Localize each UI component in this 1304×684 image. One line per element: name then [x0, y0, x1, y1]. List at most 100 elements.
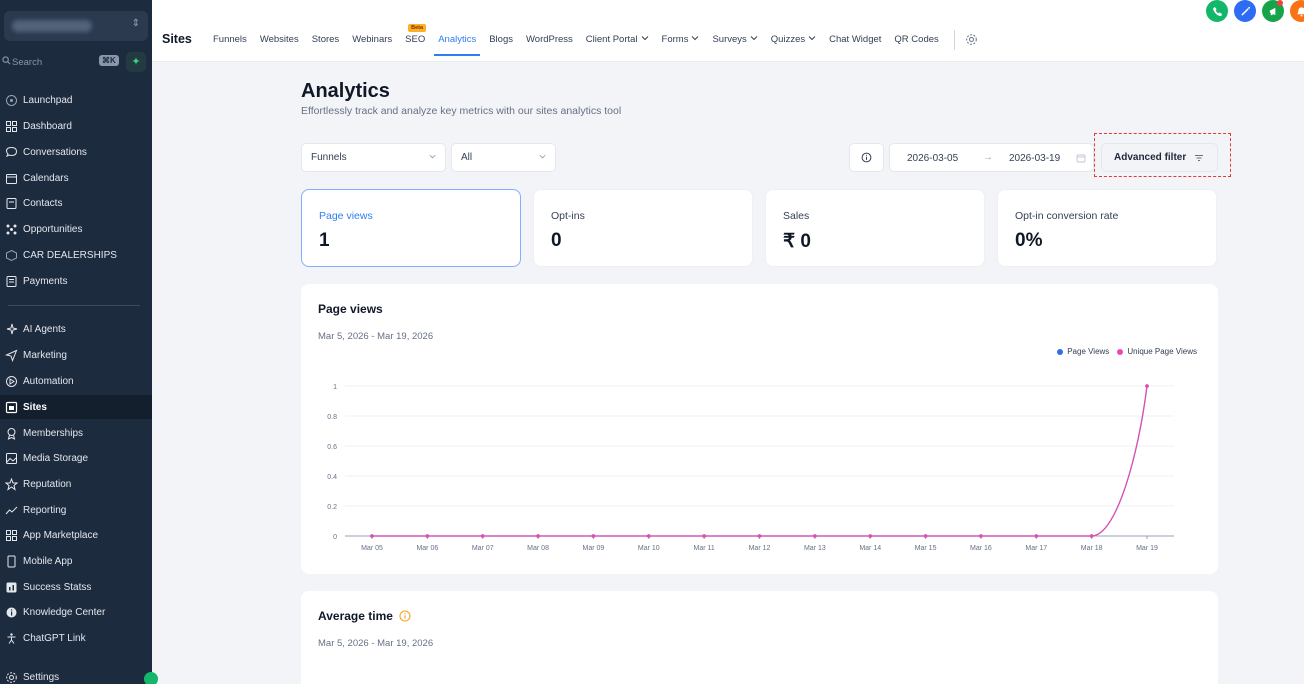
sidebar-item-label: AI Agents — [23, 323, 66, 335]
calendar-icon — [1076, 154, 1086, 163]
info-button[interactable] — [849, 143, 884, 172]
mobile-icon — [5, 555, 18, 568]
sidebar-item-label: Dashboard — [23, 120, 72, 132]
gear-icon[interactable] — [965, 33, 978, 46]
collapse-sidebar-button[interactable] — [144, 672, 158, 684]
panel-date-range: Mar 5, 2026 - Mar 19, 2026 — [318, 638, 434, 649]
magic-wand-icon[interactable] — [1234, 0, 1256, 22]
sidebar-item-label: Sites — [23, 401, 47, 413]
phone-icon[interactable] — [1206, 0, 1228, 22]
stat-card-conversion-rate[interactable]: Opt-in conversion rate 0% — [997, 189, 1217, 267]
sidebar: ⇕ Search ⌘K ✦ Launchpad Dashboard Conversa… — [0, 0, 158, 684]
y-tick-label: 0.6 — [327, 444, 337, 451]
accessibility-icon — [5, 632, 18, 645]
tab-funnels[interactable]: Funnels — [213, 34, 247, 50]
sidebar-item-ai-agents[interactable]: AI Agents — [0, 317, 152, 341]
account-switcher[interactable]: ⇕ — [4, 11, 148, 41]
sidebar-item-sites[interactable]: Sites — [0, 395, 152, 419]
tab-label: SEO — [405, 34, 426, 45]
sidebar-item-chatgpt-link[interactable]: ChatGPT Link — [0, 626, 152, 650]
search-input[interactable]: Search ⌘K — [0, 52, 124, 72]
grid-icon — [5, 529, 18, 542]
sidebar-item-launchpad[interactable]: Launchpad — [0, 88, 152, 112]
sidebar-item-car-dealerships[interactable]: CAR DEALERSHIPS — [0, 243, 152, 267]
sidebar-item-label: Opportunities — [23, 223, 83, 235]
sidebar-item-reporting[interactable]: Reporting — [0, 498, 152, 522]
sidebar-item-settings[interactable]: Settings — [0, 665, 152, 684]
sidebar-item-label: Media Storage — [23, 452, 89, 464]
sidebar-item-contacts[interactable]: Contacts — [0, 191, 152, 215]
sidebar-item-success-statss[interactable]: Success Statss — [0, 575, 152, 599]
tab-forms[interactable]: Forms — [662, 34, 700, 50]
automation-icon — [5, 375, 18, 388]
sidebar-item-marketing[interactable]: Marketing — [0, 343, 152, 367]
gear-icon — [5, 671, 18, 684]
megaphone-icon[interactable] — [1262, 0, 1284, 22]
y-tick-label: 1 — [333, 384, 337, 391]
filter-icon — [1195, 155, 1203, 161]
tab-quizzes[interactable]: Quizzes — [771, 34, 816, 50]
tab-label: Blogs — [489, 34, 513, 45]
sidebar-item-app-marketplace[interactable]: App Marketplace — [0, 523, 152, 547]
sidebar-item-reputation[interactable]: Reputation — [0, 472, 152, 496]
stat-label: Page views — [319, 210, 373, 222]
quick-action-button[interactable]: ✦ — [126, 52, 146, 72]
tab-client-portal[interactable]: Client Portal — [586, 34, 649, 50]
legend-label-unique-page-views[interactable]: Unique Page Views — [1127, 347, 1197, 356]
stat-card-sales[interactable]: Sales ₹ 0 — [765, 189, 985, 267]
info-icon[interactable] — [399, 610, 411, 622]
tab-webinars[interactable]: Webinars — [352, 34, 392, 50]
sidebar-item-mobile-app[interactable]: Mobile App — [0, 549, 152, 573]
data-point — [591, 534, 596, 538]
sidebar-item-label: Calendars — [23, 172, 69, 184]
sidebar-item-label: Settings — [23, 671, 60, 683]
tab-label: Surveys — [712, 34, 747, 45]
sidebar-item-opportunities[interactable]: Opportunities — [0, 217, 152, 241]
page-views-chart: 0 0.2 0.4 0.6 0.8 1 Mar 05 Mar 06 Mar 07 Mar 08 Ma… — [327, 384, 1174, 552]
tab-seo[interactable]: SEO Beta — [405, 24, 427, 50]
sidebar-item-conversations[interactable]: Conversations — [0, 140, 152, 164]
tab-surveys[interactable]: Surveys — [712, 34, 758, 50]
tab-qr-codes[interactable]: QR Codes — [894, 34, 938, 50]
advanced-filter-button[interactable]: Advanced filter — [1101, 143, 1218, 172]
date-range-picker[interactable]: 2026-03-05 → 2026-03-19 — [889, 143, 1094, 172]
type-select[interactable]: Funnels — [301, 143, 446, 172]
search-icon — [2, 56, 11, 65]
membership-icon — [5, 427, 18, 440]
tab-label: Client Portal — [585, 34, 638, 45]
tab-label: Stores — [311, 34, 340, 45]
data-point — [813, 534, 817, 538]
item-select[interactable]: All — [451, 143, 556, 172]
bell-icon[interactable] — [1290, 0, 1304, 22]
tab-websites[interactable]: Websites — [260, 34, 299, 50]
sidebar-item-knowledge-center[interactable]: Knowledge Center — [0, 600, 152, 624]
star-icon — [5, 477, 18, 491]
legend-label-page-views[interactable]: Page Views — [1067, 347, 1110, 356]
stat-value: 0% — [1015, 230, 1043, 251]
tab-analytics[interactable]: Analytics — [434, 34, 481, 56]
sidebar-item-memberships[interactable]: Memberships — [0, 421, 152, 445]
stat-card-page-views[interactable]: Page views 1 — [301, 189, 521, 267]
y-tick-label: 0.8 — [327, 414, 337, 421]
info-circle-icon — [5, 606, 18, 619]
sidebar-item-dashboard[interactable]: Dashboard — [0, 114, 152, 138]
tab-chat-widget[interactable]: Chat Widget — [829, 34, 881, 50]
section-title: Sites — [162, 32, 192, 46]
sidebar-item-label: Reputation — [23, 478, 72, 490]
tab-wordpress[interactable]: WordPress — [526, 34, 573, 50]
tab-blogs[interactable]: Blogs — [489, 34, 513, 50]
tab-stores[interactable]: Stores — [312, 34, 339, 50]
tab-label: Forms — [661, 34, 689, 45]
x-tick-label: Mar 10 — [638, 545, 660, 552]
data-point — [1034, 534, 1039, 538]
sidebar-item-automation[interactable]: Automation — [0, 369, 152, 393]
chevron-updown-icon: ⇕ — [131, 18, 140, 29]
x-tick-label: Mar 17 — [1025, 545, 1047, 552]
sidebar-item-media-storage[interactable]: Media Storage — [0, 446, 152, 470]
sidebar-item-calendars[interactable]: Calendars — [0, 166, 152, 190]
sidebar-item-label: Contacts — [23, 197, 63, 209]
page-subtitle: Effortlessly track and analyze key metri… — [301, 105, 622, 117]
x-tick-label: Mar 07 — [472, 545, 494, 552]
sidebar-item-payments[interactable]: Payments — [0, 269, 152, 293]
stat-card-opt-ins[interactable]: Opt-ins 0 — [533, 189, 753, 267]
